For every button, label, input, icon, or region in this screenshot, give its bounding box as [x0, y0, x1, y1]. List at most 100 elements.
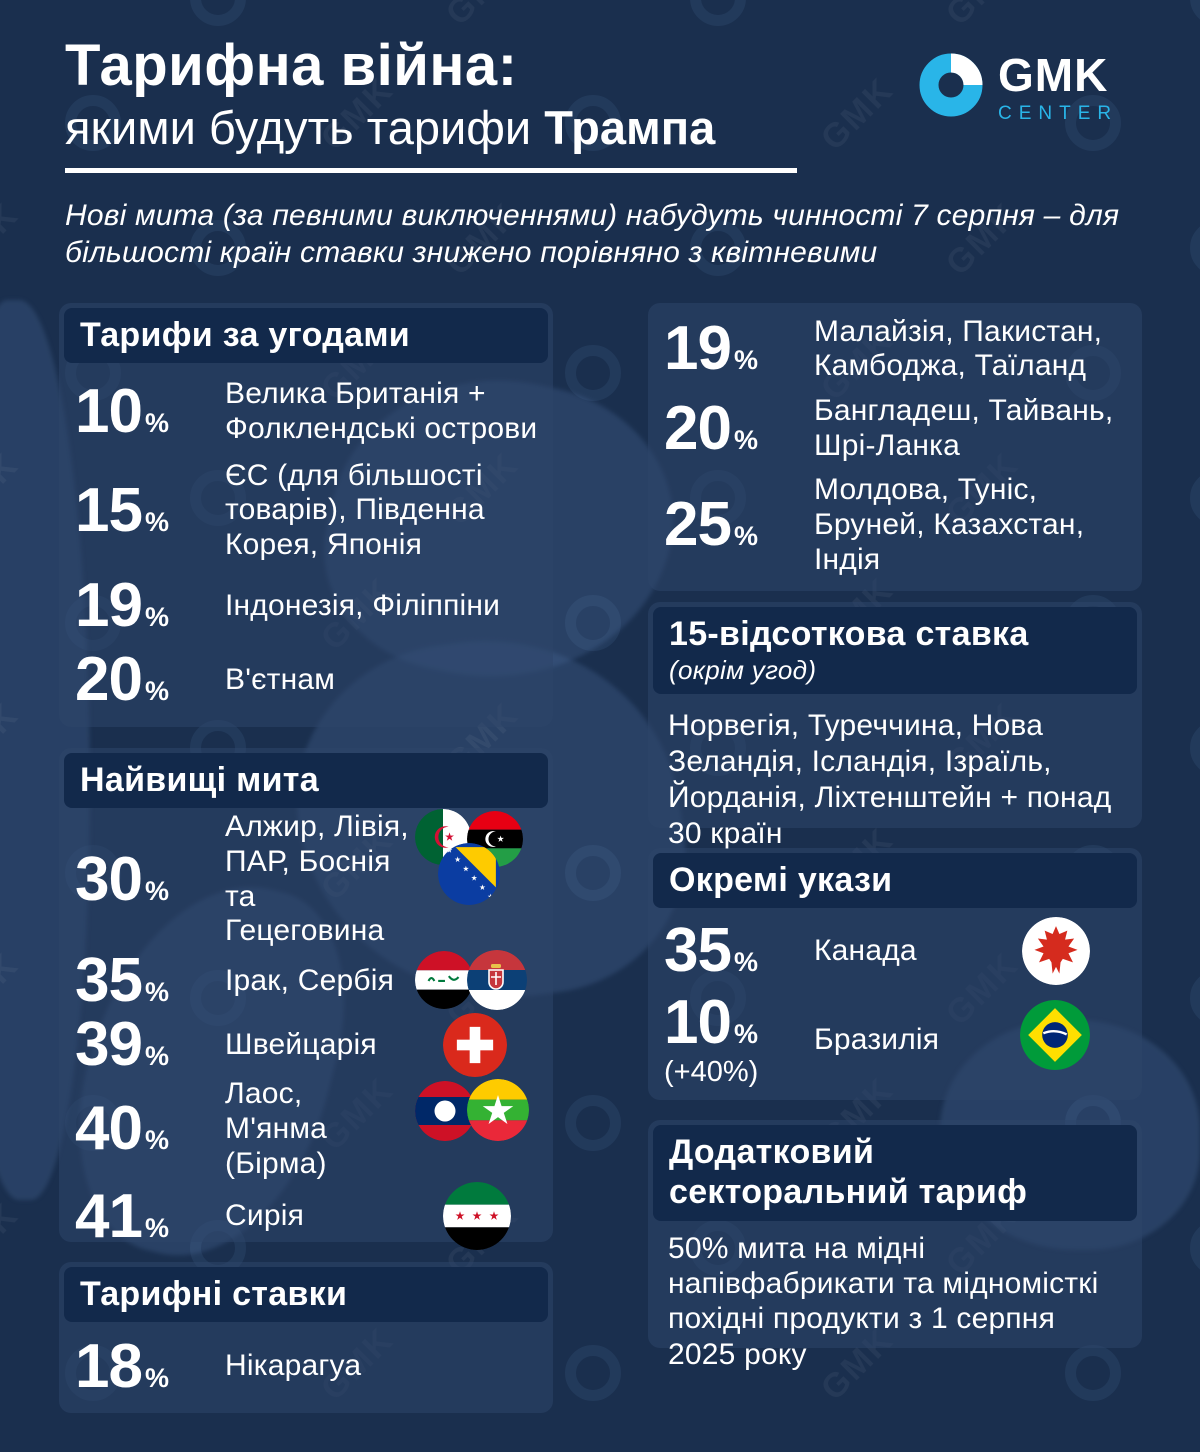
gmk-donut-icon [919, 53, 983, 117]
tariff-row: 10% (+40%) Бразилія [664, 992, 1128, 1089]
percent-sign: % [144, 675, 169, 706]
gmk-watermark-ring [1190, 720, 1200, 776]
gmk-watermark-text: GMK [0, 195, 26, 283]
percent-sign: % [144, 875, 169, 906]
panel-fifteen-percent: 15-відсоткова ставка (окрім угод) Норвег… [648, 602, 1142, 850]
rows-agreements: 10% Велика Британія + Фолклендські остро… [59, 363, 553, 727]
value-number: 18 [75, 1331, 143, 1401]
percent-sign: % [733, 521, 758, 552]
tariff-value: 20% [664, 393, 814, 463]
gmk-watermark-text: GMK [939, 0, 1027, 33]
rows-general: 19% Малайзія, Пакистан, Камбоджа, Таїлан… [648, 303, 1142, 591]
tariff-row: 20% В'єтнам [75, 644, 539, 714]
tariff-row: 19% Індонезія, Філіппіни [75, 574, 539, 637]
countries-label: Алжир, Лівія, ПАР, Боснія та Гецеговина [225, 810, 409, 948]
flag-canada-icon [1022, 917, 1090, 985]
value-number: 40 [75, 1094, 143, 1164]
countries-label: Сирія [225, 1199, 305, 1233]
tariff-row: 41% Сирія [75, 1181, 539, 1252]
value-number: 10 [664, 988, 732, 1057]
value-number: 20 [664, 393, 732, 463]
percent-sign: % [144, 1212, 169, 1243]
tariff-row: 10% Велика Британія + Фолклендські остро… [75, 377, 539, 447]
logo-name: GMK [998, 49, 1109, 101]
page-title: Тарифна війна: [65, 33, 518, 98]
tariff-row: 39% Швейцарія [75, 1010, 539, 1080]
section-title: Додатковий секторальний тариф [669, 1133, 1028, 1211]
countries-label: Молдова, Туніс, Бруней, Казахстан, Індія [814, 472, 1085, 576]
percent-sign: % [144, 1362, 169, 1393]
value-number: 39 [75, 1010, 143, 1080]
countries-label: Велика Британія + Фолклендські острови [225, 377, 538, 445]
section-title: Тарифні ставки [80, 1275, 348, 1313]
countries-label: Бангладеш, Тайвань, Шрі-Ланка [814, 393, 1114, 462]
page-subtitle-line: якими будуть тарифи Трампа [65, 103, 925, 152]
tariff-value: 15% [75, 479, 225, 542]
section-title: Окремі укази [669, 861, 893, 899]
rows-decrees: 35% Канада 10% (+40%) Б [648, 908, 1142, 1100]
logo-subname: CENTER [998, 103, 1119, 124]
countries-label: Ірак, Сербія [225, 963, 395, 997]
flag-group [415, 1013, 537, 1078]
value-number: 19 [664, 314, 732, 384]
tariff-row: 19% Малайзія, Пакистан, Камбоджа, Таїлан… [664, 315, 1128, 385]
flag-group [415, 1079, 537, 1149]
gmk-watermark-text: GMK [0, 0, 27, 33]
gmk-logo-text: GMK CENTER [998, 52, 1118, 123]
value-number: 35 [75, 946, 143, 1016]
panel-tariff-rates: Тарифні ставки 18% Нікарагуа [59, 1262, 553, 1413]
percent-sign: % [733, 345, 758, 376]
gmk-watermark-ring [1190, 470, 1200, 526]
flag-brazil-icon [1020, 1000, 1090, 1070]
section-title: 15-відсоткова ставка [669, 615, 1029, 653]
flag-serbia-icon [467, 950, 527, 1011]
section-header-decrees: Окремі укази [653, 853, 1137, 908]
flag-libya-icon [467, 811, 523, 867]
value-number: 41 [75, 1181, 143, 1251]
flag-syria-icon [443, 1181, 511, 1250]
section-header-rates: Тарифні ставки [64, 1267, 548, 1322]
tariff-row: 15% ЄС (для більшості товарів), Південна… [75, 459, 539, 563]
gmk-watermark-ring [1190, 970, 1200, 1026]
panel-highest-duties: Найвищі мита 30% Алжир, Лівія, ПАР, Босн… [59, 748, 553, 1250]
countries-label: Канада [814, 933, 917, 967]
intro-text: Нові мита (за певними виключеннями) набу… [65, 199, 1120, 269]
gmk-watermark-ring [565, 1095, 621, 1151]
tariff-value: 19% [664, 318, 814, 380]
section-header-sectoral: Додатковий секторальний тариф [653, 1125, 1137, 1221]
tariff-value: 41% [75, 1181, 225, 1251]
percent-sign: % [733, 424, 758, 455]
flag-group [415, 1181, 537, 1252]
countries-text: Норвегія, Туреччина, Нова Зеландія, Ісла… [668, 709, 1112, 850]
gmk-watermark-ring [1190, 1220, 1200, 1276]
gmk-watermark-text: GMK [439, 1446, 527, 1452]
percent-sign: % [144, 407, 169, 438]
tariff-value: 35% [75, 950, 225, 1012]
section-subtitle: (окрім угод) [669, 655, 817, 685]
value-number: 20 [75, 644, 143, 714]
section-header-highest: Найвищі мита [64, 753, 548, 808]
tariff-value: 25% [664, 494, 814, 556]
flag-group [415, 949, 537, 1013]
page-header: Тарифна війна: якими будуть тарифи Трамп… [65, 33, 925, 174]
rows-highest: 30% Алжир, Лівія, ПАР, Боснія та Гецегов… [59, 808, 553, 1256]
tariff-row: 25% Молдова, Туніс, Бруней, Казахстан, І… [664, 473, 1128, 577]
countries-label: ЄС (для більшості товарів), Південна Кор… [225, 458, 485, 562]
panel-sectoral-tariff: Додатковий секторальний тариф 50% мита н… [648, 1120, 1142, 1371]
flag-group [1016, 917, 1096, 985]
tariff-value: 10% [75, 380, 225, 443]
value-line: 10% [664, 992, 758, 1054]
section-title: Тарифи за угодами [80, 316, 410, 354]
percent-sign: % [733, 947, 758, 977]
tariff-value: 20% [75, 644, 225, 714]
value-number: 25 [664, 490, 732, 560]
gmk-watermark-text: GMK [439, 0, 527, 33]
value-number: 30 [75, 844, 143, 914]
gmk-logo: GMK CENTER [918, 52, 1118, 123]
gmk-watermark-ring [1190, 0, 1200, 26]
tariff-row: 40% Лаос, М'янма (Бірма) [75, 1077, 539, 1181]
percent-sign: % [144, 601, 169, 632]
flag-bosnia-icon [438, 843, 500, 905]
tariff-value: 19% [75, 574, 225, 637]
gmk-watermark-ring [1190, 220, 1200, 276]
